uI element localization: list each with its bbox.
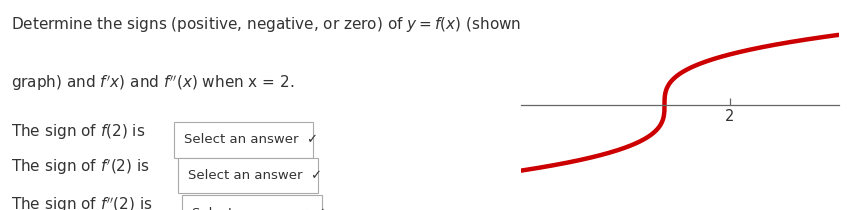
Text: The sign of $f(2)$ is: The sign of $f(2)$ is — [11, 122, 146, 141]
Text: Select an answer  ✓: Select an answer ✓ — [184, 133, 318, 146]
Text: Select an answer  ✓: Select an answer ✓ — [192, 207, 326, 210]
FancyBboxPatch shape — [182, 195, 322, 210]
Text: The sign of $f''(2)$ is: The sign of $f''(2)$ is — [11, 195, 153, 210]
FancyBboxPatch shape — [178, 158, 318, 193]
FancyBboxPatch shape — [174, 122, 313, 158]
Text: Select an answer  ✓: Select an answer ✓ — [188, 169, 322, 182]
Text: Determine the signs (positive, negative, or zero) of $y = f(x)$ (shown in the: Determine the signs (positive, negative,… — [11, 15, 570, 34]
Text: The sign of $f'(2)$ is: The sign of $f'(2)$ is — [11, 158, 150, 177]
Text: graph) and $f'x)$ and $f''(x)$ when x = 2.: graph) and $f'x)$ and $f''(x)$ when x = … — [11, 74, 295, 93]
